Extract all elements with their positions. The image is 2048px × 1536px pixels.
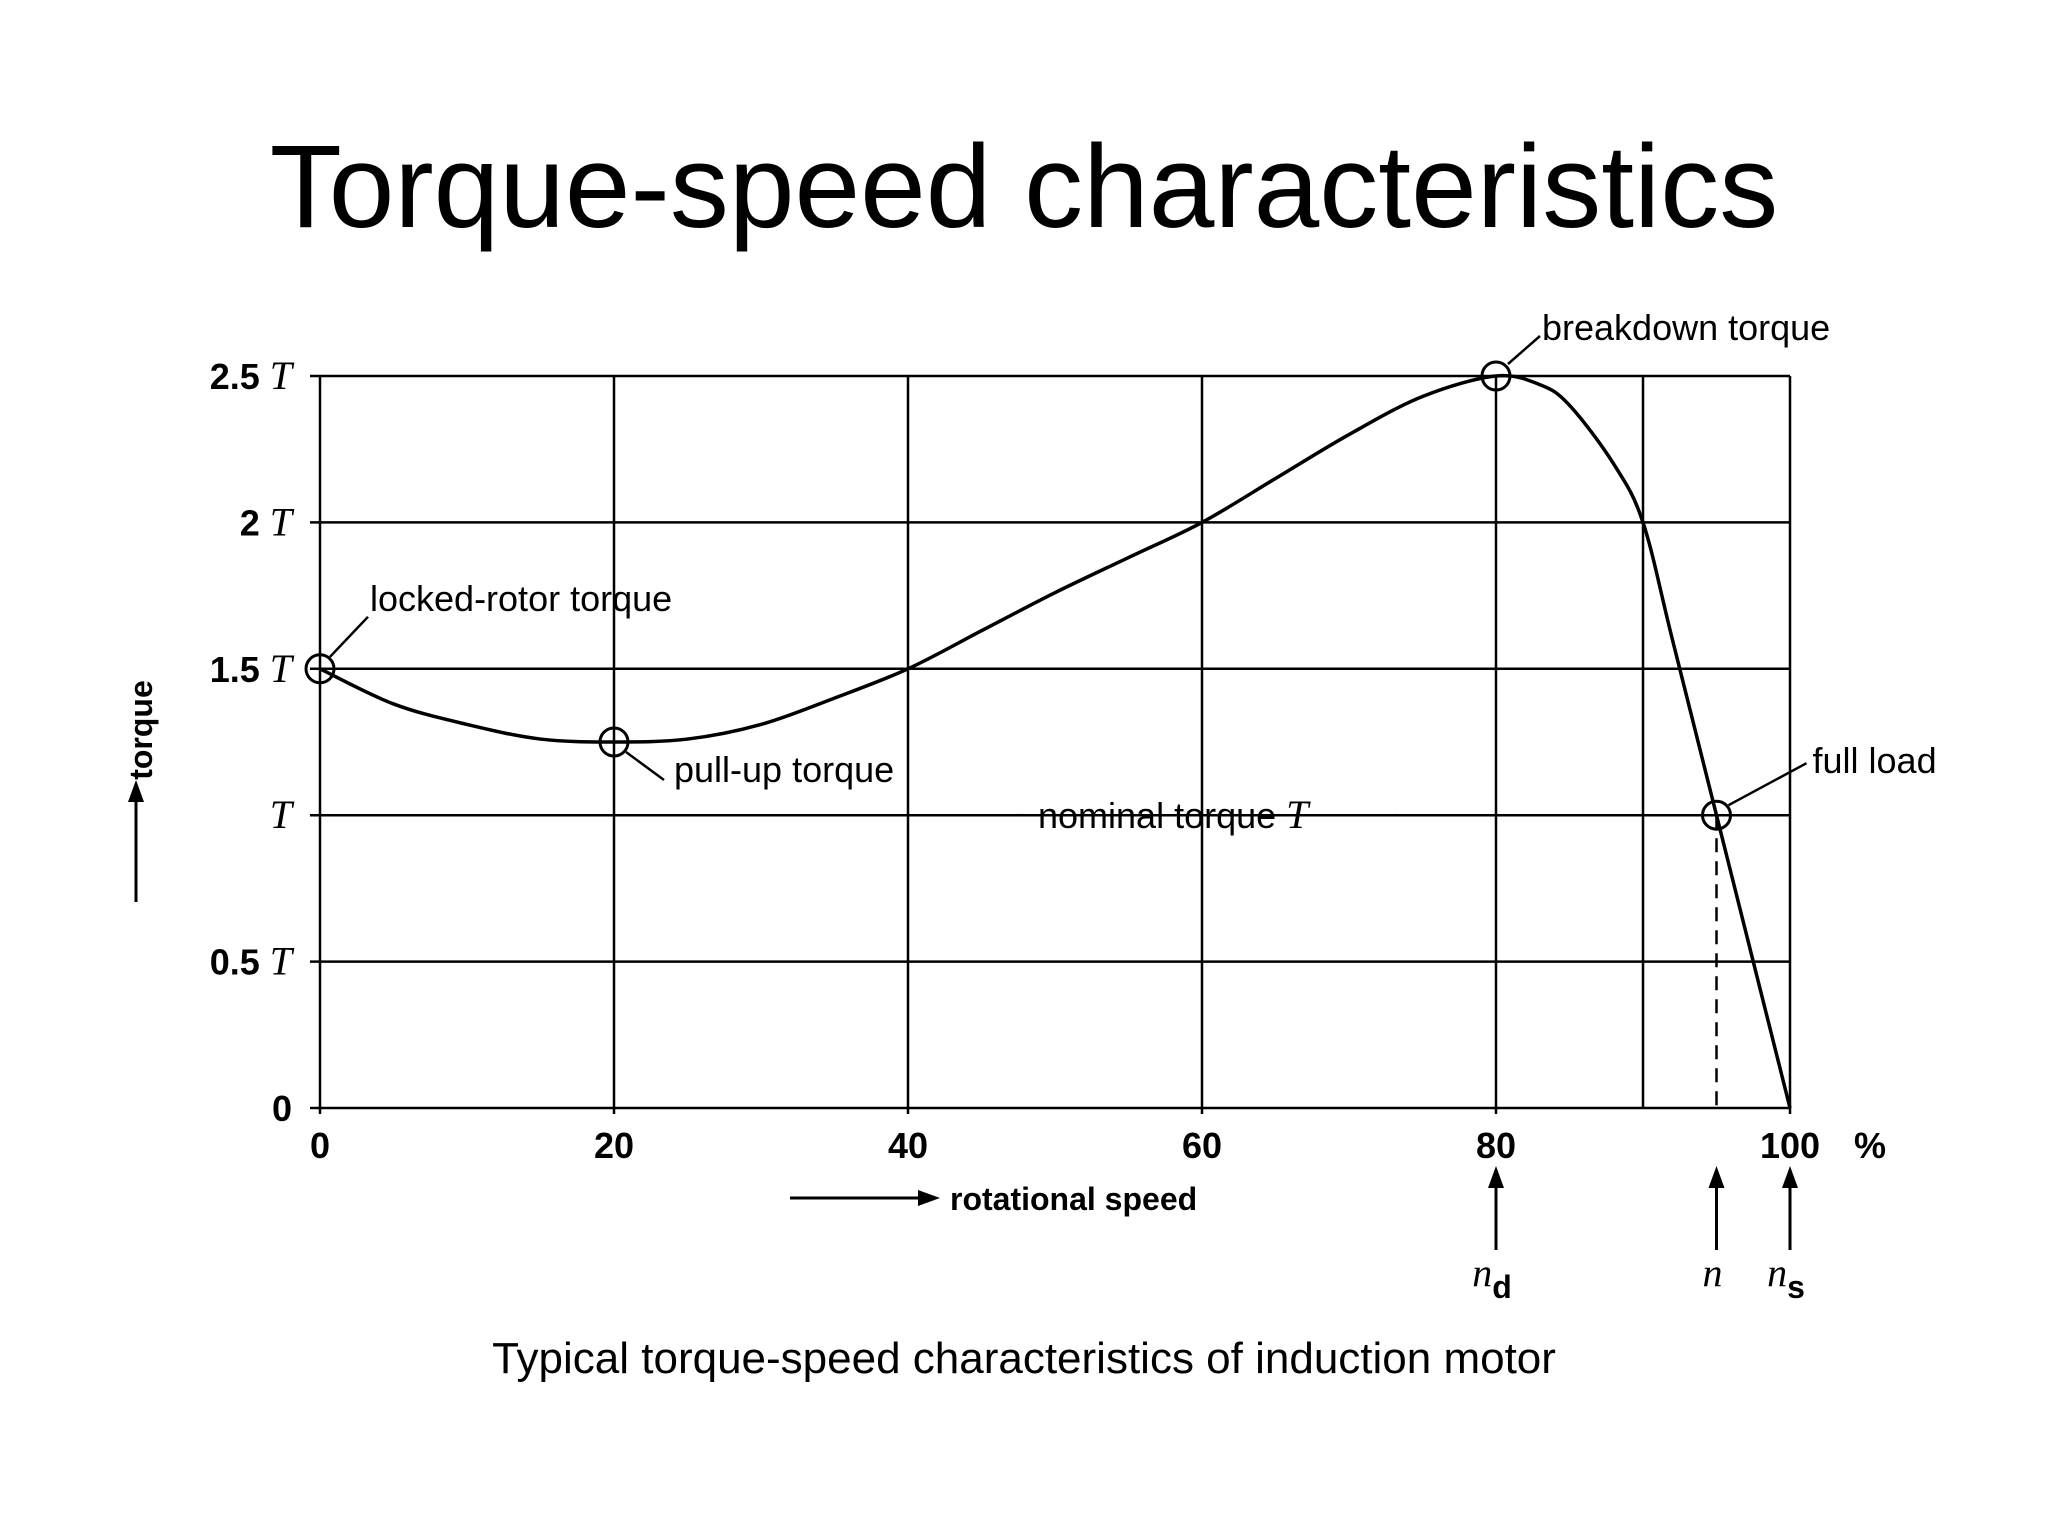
x-tick-label: 0 [310, 1125, 330, 1166]
x-tick-label: 100 [1760, 1125, 1820, 1166]
annotation-label: full load [1813, 740, 1937, 781]
nominal-torque-label: nominal torque T [1038, 792, 1311, 837]
x-unit-label: % [1854, 1125, 1886, 1166]
speed-marker-arrowhead [1708, 1166, 1725, 1188]
speed-marker-arrowhead [1488, 1166, 1504, 1188]
data-point-marker [304, 653, 336, 685]
chart-grid [310, 374, 1792, 1114]
y-tick-label: 2 T [240, 499, 295, 544]
annotation-leader [1507, 335, 1541, 365]
y-tick-label: T [270, 792, 295, 837]
chart-annotations [304, 335, 1808, 1250]
chart-axes [128, 780, 940, 1206]
annotation-label: locked-rotor torque [370, 578, 672, 619]
slide-caption: Typical torque-speed characteristics of … [492, 1334, 1556, 1383]
annotation-label: breakdown torque [1542, 307, 1830, 348]
annotation-leader [1727, 762, 1808, 807]
speed-marker-arrowhead [1782, 1166, 1798, 1188]
data-point-marker [1480, 360, 1512, 392]
chart-labels: 0 20 40 60 80 100 % 0 0.5 T T 1.5 T 2 T 2.5 T torque r… [123, 307, 1937, 1305]
speed-marker-label: nd [1472, 1250, 1512, 1305]
slide-title: Torque-speed characteristics [269, 121, 1779, 253]
y-tick-label: 0.5 T [210, 939, 295, 984]
y-axis-label: torque [123, 680, 159, 780]
x-axis-arrowhead [918, 1190, 940, 1206]
y-tick-label: 2.5 T [210, 353, 295, 398]
torque-curve [319, 373, 1792, 1109]
x-tick-label: 60 [1182, 1125, 1222, 1166]
annotation-label: pull-up torque [674, 749, 894, 790]
y-tick-label: 1.5 T [210, 646, 295, 691]
speed-marker-label: n [1703, 1250, 1723, 1295]
x-tick-label: 20 [594, 1125, 634, 1166]
x-tick-label: 80 [1476, 1125, 1516, 1166]
data-point-marker [1701, 799, 1732, 831]
y-tick-label: 0 [272, 1088, 292, 1129]
chart-series [319, 373, 1792, 1109]
x-tick-label: 40 [888, 1125, 928, 1166]
data-point-marker [598, 726, 630, 758]
annotation-leader [329, 615, 369, 658]
x-axis-label: rotational speed [950, 1181, 1197, 1217]
y-axis-arrowhead [128, 780, 144, 802]
speed-marker-label: ns [1767, 1250, 1805, 1305]
annotation-leader [625, 750, 665, 782]
